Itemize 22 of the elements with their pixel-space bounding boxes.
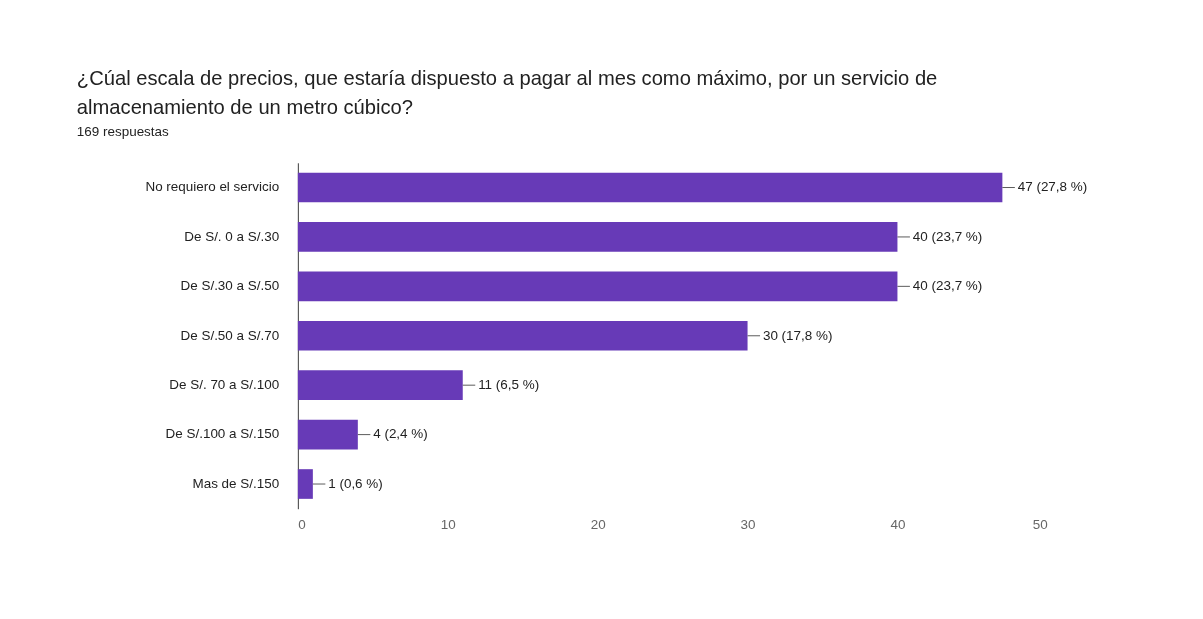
data-label: 47 (27,8 %) [1017, 179, 1088, 195]
y-tick-label: De S/. 70 a S/.100 [169, 377, 280, 393]
data-label: 11 (6,5 %) [478, 377, 540, 393]
y-tick-label: De S/.100 a S/.150 [165, 426, 280, 442]
y-tick-label: De S/.50 a S/.70 [180, 327, 280, 343]
y-tick-label: De S/. 0 a S/.30 [184, 228, 280, 244]
x-tick-label: 50 [1032, 517, 1048, 533]
x-tick-label: 20 [590, 517, 606, 533]
data-label: 1 (0,6 %) [328, 475, 383, 491]
x-tick-label: 30 [740, 517, 756, 533]
data-label: 4 (2,4 %) [373, 426, 428, 442]
data-label: 40 (23,7 %) [912, 228, 983, 244]
data-label: 40 (23,7 %) [912, 278, 983, 294]
y-tick-label: Mas de S/.150 [192, 475, 280, 491]
chart-title: ¿Cúal escala de precios, que estaría dispuesto a pagar al mes como máximo, por un servicio de almacenamiento de un metro cúbico? [76, 66, 938, 118]
text: 169 respuestas [76, 123, 170, 139]
y-tick-label: De S/.30 a S/.50 [180, 278, 280, 294]
x-tick-label: 40 [890, 517, 906, 533]
x-tick-label: 10 [440, 517, 456, 533]
y-tick-label: No requiero el servicio [145, 179, 280, 195]
x-tick-label: 0 [298, 517, 306, 533]
data-label: 30 (17,8 %) [762, 327, 833, 343]
